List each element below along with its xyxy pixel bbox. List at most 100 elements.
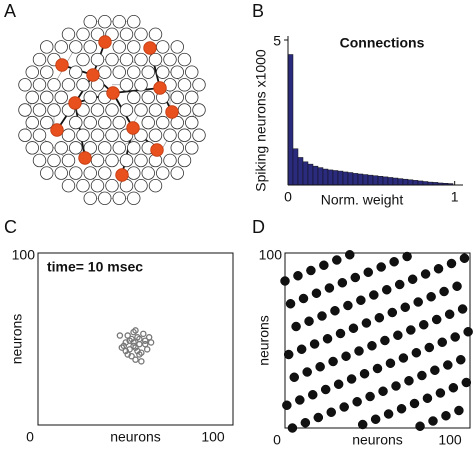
point xyxy=(431,314,442,325)
point xyxy=(296,344,307,354)
point xyxy=(461,377,472,388)
panel-label: B xyxy=(252,1,264,21)
point xyxy=(459,253,470,263)
bar xyxy=(342,171,349,186)
point xyxy=(282,400,292,410)
point xyxy=(437,337,447,347)
active-neuron xyxy=(50,123,64,137)
x-tick-label: 0 xyxy=(273,432,281,448)
neuron xyxy=(163,52,177,67)
neuron xyxy=(25,65,39,79)
y-axis-label: neurons xyxy=(256,315,272,366)
neuron xyxy=(185,141,199,155)
point xyxy=(411,348,422,358)
neuron xyxy=(47,78,61,92)
point xyxy=(136,335,143,343)
neuron xyxy=(141,166,155,180)
neuron xyxy=(76,52,90,67)
neuron xyxy=(134,27,148,42)
point xyxy=(315,362,325,372)
neuron xyxy=(185,115,199,130)
point xyxy=(391,381,401,391)
neuron xyxy=(177,52,192,67)
active-neuron xyxy=(86,68,100,82)
x-axis-label: neurons xyxy=(110,429,161,445)
neuron xyxy=(40,115,54,130)
point xyxy=(365,391,375,402)
active-neuron xyxy=(115,168,129,182)
point xyxy=(136,351,143,358)
point xyxy=(415,421,425,431)
point xyxy=(374,313,385,323)
neuron xyxy=(134,178,148,193)
neuron xyxy=(192,103,206,117)
bar xyxy=(337,170,344,186)
bar xyxy=(407,179,414,186)
point xyxy=(348,323,359,333)
point xyxy=(291,321,301,332)
point xyxy=(302,367,312,377)
neuron xyxy=(112,141,126,155)
bar xyxy=(412,180,419,186)
point xyxy=(452,281,462,291)
point xyxy=(317,311,327,321)
neuron xyxy=(170,141,184,155)
point xyxy=(345,250,355,260)
bar xyxy=(292,148,299,186)
point xyxy=(422,393,433,403)
bar xyxy=(377,176,384,186)
neuron xyxy=(148,52,163,67)
bar xyxy=(357,173,364,186)
point xyxy=(404,376,414,386)
point xyxy=(444,309,455,319)
bar xyxy=(352,173,359,186)
neuron xyxy=(141,65,155,79)
point xyxy=(343,300,353,311)
neuron xyxy=(177,78,192,92)
neuron xyxy=(127,141,141,155)
bar xyxy=(362,174,369,186)
annotation: time= 10 msec xyxy=(47,259,143,275)
neuron xyxy=(18,128,32,142)
neuron xyxy=(127,65,141,79)
point xyxy=(356,295,366,305)
point xyxy=(406,325,416,335)
point xyxy=(430,365,440,375)
x-axis-label: Norm. weight xyxy=(321,192,404,208)
neuron xyxy=(177,128,192,142)
point xyxy=(428,416,438,426)
point xyxy=(417,370,427,381)
neuron xyxy=(61,128,76,142)
neuron xyxy=(112,115,126,130)
neuron xyxy=(134,103,148,117)
bar xyxy=(297,157,304,186)
neuron xyxy=(32,52,47,67)
point xyxy=(293,271,303,281)
neuron xyxy=(112,14,126,29)
neuron xyxy=(127,40,141,54)
neuron xyxy=(156,65,170,79)
point xyxy=(361,318,372,328)
neuron xyxy=(47,153,61,168)
point xyxy=(394,279,405,290)
point xyxy=(128,352,135,360)
point xyxy=(298,293,309,304)
neuron xyxy=(170,65,184,79)
neuron xyxy=(119,153,134,168)
point xyxy=(424,342,435,353)
x-tick-label: 100 xyxy=(438,432,462,448)
point xyxy=(350,272,361,283)
point xyxy=(141,340,149,348)
bar xyxy=(287,54,294,186)
point xyxy=(309,339,320,349)
neuron xyxy=(76,27,90,42)
neuron xyxy=(127,90,141,105)
neuron xyxy=(54,166,68,180)
neuron xyxy=(98,65,112,79)
neuron xyxy=(25,141,39,155)
point xyxy=(441,411,451,421)
neuron xyxy=(192,78,206,92)
point xyxy=(448,383,459,393)
point xyxy=(289,372,299,382)
